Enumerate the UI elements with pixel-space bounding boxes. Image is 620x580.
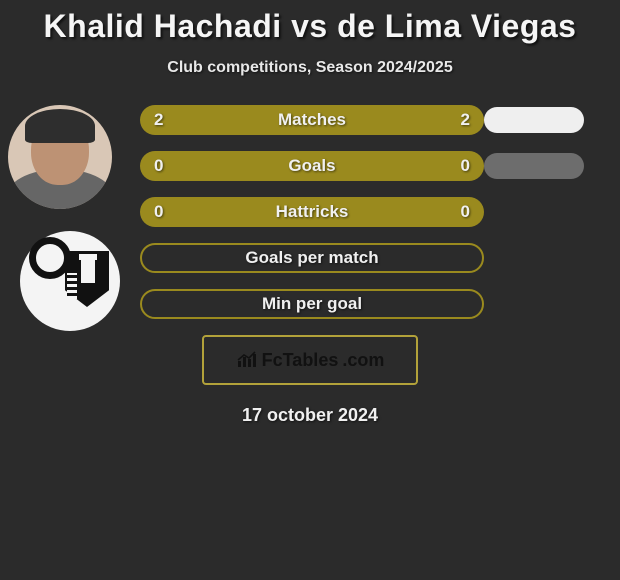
stat-row-matches: 2 Matches 2 — [140, 105, 604, 135]
player-avatar — [8, 105, 112, 209]
stat-bar: 0 Hattricks 0 — [140, 197, 484, 227]
stat-label: Hattricks — [276, 202, 349, 222]
brand-suffix: .com — [342, 350, 384, 371]
stat-bar: 0 Goals 0 — [140, 151, 484, 181]
stat-label: Goals — [288, 156, 335, 176]
page-title: Khalid Hachadi vs de Lima Viegas — [0, 0, 620, 45]
stat-left-value: 0 — [154, 156, 163, 176]
stat-bar: 2 Matches 2 — [140, 105, 484, 135]
stat-right-value: 2 — [461, 110, 470, 130]
right-pill — [484, 107, 584, 133]
comparison-content: 2 Matches 2 0 Goals 0 0 Hattricks 0 Goa — [0, 105, 620, 319]
stat-left-value: 0 — [154, 202, 163, 222]
chart-icon — [236, 351, 258, 369]
stat-row-mpg: Min per goal — [140, 289, 604, 319]
stat-right-value: 0 — [461, 156, 470, 176]
brand-logo: FcTables.com — [236, 350, 385, 371]
stat-row-gpm: Goals per match — [140, 243, 604, 273]
brand-footer[interactable]: FcTables.com — [202, 335, 418, 385]
stat-bar: Min per goal — [140, 289, 484, 319]
brand-name: FcTables — [262, 350, 339, 371]
stat-left-value: 2 — [154, 110, 163, 130]
stat-row-hattricks: 0 Hattricks 0 — [140, 197, 604, 227]
stat-label: Goals per match — [245, 248, 378, 268]
stat-bar: Goals per match — [140, 243, 484, 273]
left-column — [8, 105, 128, 331]
club-logo — [20, 231, 120, 331]
stat-label: Matches — [278, 110, 346, 130]
right-pill — [484, 153, 584, 179]
stat-label: Min per goal — [262, 294, 362, 314]
subtitle: Club competitions, Season 2024/2025 — [0, 59, 620, 77]
stat-row-goals: 0 Goals 0 — [140, 151, 604, 181]
stat-right-value: 0 — [461, 202, 470, 222]
date-label: 17 october 2024 — [0, 405, 620, 426]
stat-bars: 2 Matches 2 0 Goals 0 0 Hattricks 0 Goa — [140, 105, 604, 319]
